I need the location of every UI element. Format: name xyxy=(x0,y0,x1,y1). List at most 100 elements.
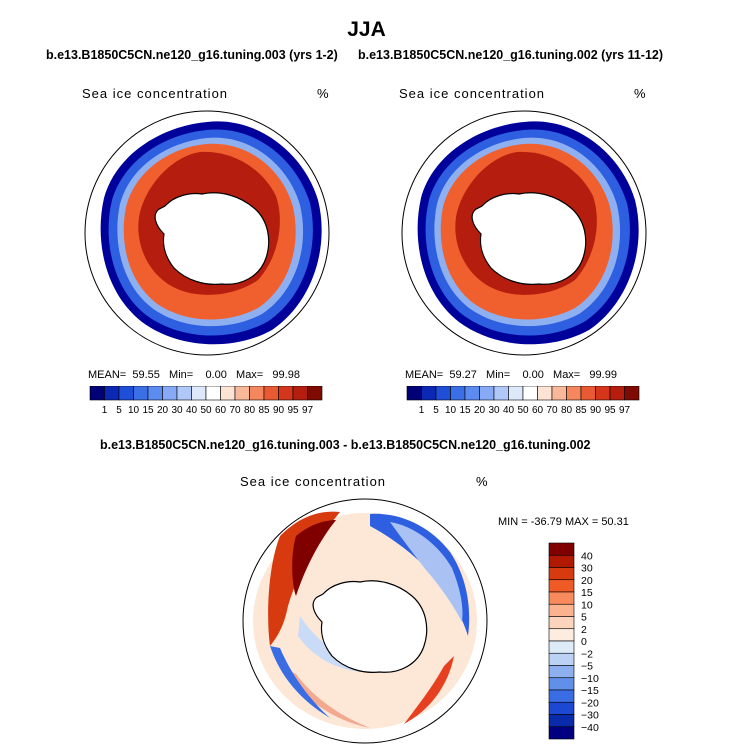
colorbar-tick-label: 10 xyxy=(128,405,140,416)
colorbar-box xyxy=(147,386,163,401)
panel-2-min-label: Min= xyxy=(486,369,511,381)
colorbar-box xyxy=(624,386,640,401)
colorbar-box xyxy=(548,689,575,703)
panel-1-max-label: Max= xyxy=(236,369,264,381)
colorbar-tick-label: 40 xyxy=(503,405,515,416)
colorbar-box xyxy=(220,386,236,401)
panel-2-stats: MEAN= 59.27 Min= 0.00 Max= 99.99 xyxy=(405,369,617,381)
colorbar-box xyxy=(104,386,120,401)
panel-1-units: % xyxy=(317,86,330,101)
panel-1-antarctica xyxy=(154,192,270,285)
colorbar-box xyxy=(566,386,582,401)
colorbar-tick-label: 60 xyxy=(215,405,227,416)
colorbar-box xyxy=(249,386,265,401)
panel-1-mean: 59.55 xyxy=(132,369,160,381)
colorbar-box xyxy=(548,640,575,654)
colorbar-box xyxy=(548,567,575,581)
colorbar-tick-label: 30 xyxy=(171,405,183,416)
colorbar-box xyxy=(548,652,575,666)
colorbar-box xyxy=(522,386,538,401)
colorbar-tick-label: 85 xyxy=(575,405,587,416)
panel-2-mean-label: MEAN= xyxy=(405,369,444,381)
colorbar-box xyxy=(278,386,294,401)
colorbar-tick-label: 15 xyxy=(459,405,471,416)
diff-subtitle: b.e13.B1850C5CN.ne120_g16.tuning.003 - b… xyxy=(100,438,591,452)
diff-map xyxy=(242,498,488,744)
colorbar-box xyxy=(548,603,575,617)
colorbar-tick-label: 20 xyxy=(581,575,593,587)
colorbar-box xyxy=(548,616,575,630)
panel-2-map xyxy=(401,110,647,356)
colorbar-tick-label: 80 xyxy=(561,405,573,416)
colorbar-tick-label: 97 xyxy=(619,405,631,416)
colorbar-box xyxy=(548,542,575,556)
colorbar-tick-label: −15 xyxy=(581,685,599,697)
colorbar-box xyxy=(162,386,178,401)
panel-2-mean: 59.27 xyxy=(449,369,477,381)
colorbar-tick-label: 90 xyxy=(590,405,602,416)
colorbar-box xyxy=(580,386,596,401)
colorbar-tick-label: 90 xyxy=(273,405,285,416)
colorbar-tick-label: 5 xyxy=(581,612,587,624)
colorbar-box xyxy=(548,554,575,568)
colorbar-box xyxy=(548,726,575,740)
colorbar-box xyxy=(548,677,575,691)
colorbar-box xyxy=(89,386,105,401)
colorbar-tick-label: 2 xyxy=(581,624,587,636)
colorbar-box xyxy=(548,628,575,642)
colorbar-tick-label: 5 xyxy=(433,405,439,416)
colorbar-box xyxy=(118,386,134,401)
colorbar-box xyxy=(191,386,207,401)
colorbar-box xyxy=(133,386,149,401)
colorbar-box xyxy=(595,386,611,401)
colorbar-tick-label: 15 xyxy=(581,587,593,599)
colorbar-box xyxy=(234,386,250,401)
panel-2-min: 0.00 xyxy=(522,369,544,381)
colorbar-box xyxy=(551,386,567,401)
diff-range: MIN = -36.79 MAX = 50.31 xyxy=(498,516,629,528)
colorbar-tick-label: 10 xyxy=(445,405,457,416)
panel-1-mean-label: MEAN= xyxy=(88,369,127,381)
colorbar-tick-label: 70 xyxy=(546,405,558,416)
colorbar-box xyxy=(435,386,451,401)
colorbar-box xyxy=(548,714,575,728)
colorbar-box xyxy=(450,386,466,401)
colorbar-tick-label: −10 xyxy=(581,673,599,685)
colorbar-box xyxy=(548,701,575,715)
colorbar-box xyxy=(508,386,524,401)
colorbar-box xyxy=(307,386,323,401)
colorbar-tick-label: −30 xyxy=(581,710,599,722)
panel-2-label: Sea ice concentration xyxy=(399,86,546,101)
colorbar-tick-label: −5 xyxy=(581,661,593,673)
colorbar-tick-label: 50 xyxy=(517,405,529,416)
panel-1-colorbar: 1 5 10 15 20 30 40 50 60 70 80 85 90 95 97 xyxy=(89,386,323,416)
colorbar-tick-label: 85 xyxy=(258,405,270,416)
panel-2-colorbar: 1 5 10 15 20 30 40 50 60 70 80 85 90 95 97 xyxy=(406,386,640,416)
colorbar-tick-label: 5 xyxy=(116,405,122,416)
panel-1-min-label: Min= xyxy=(169,369,194,381)
colorbar-box xyxy=(406,386,422,401)
diff-units: % xyxy=(476,474,489,489)
diff-label: Sea ice concentration xyxy=(240,474,387,489)
panel-2-antarctica xyxy=(471,192,587,285)
colorbar-tick-label: 10 xyxy=(581,599,593,611)
colorbar-box xyxy=(263,386,279,401)
colorbar-box xyxy=(479,386,495,401)
panel-1-subtitle: b.e13.B1850C5CN.ne120_g16.tuning.003 (yr… xyxy=(46,48,338,62)
colorbar-tick-label: 0 xyxy=(581,636,587,648)
colorbar-tick-label: −20 xyxy=(581,697,599,709)
colorbar-tick-label: −2 xyxy=(581,648,593,660)
panel-1-min: 0.00 xyxy=(205,369,227,381)
colorbar-tick-label: −40 xyxy=(581,722,599,734)
colorbar-box xyxy=(548,591,575,605)
figure-title: JJA xyxy=(347,18,386,41)
colorbar-tick-label: 60 xyxy=(532,405,544,416)
colorbar-box xyxy=(537,386,553,401)
colorbar-tick-label: 15 xyxy=(142,405,154,416)
colorbar-tick-label: 1 xyxy=(419,405,425,416)
colorbar-tick-label: 20 xyxy=(157,405,169,416)
panel-2-subtitle: b.e13.B1850C5CN.ne120_g16.tuning.002 (yr… xyxy=(358,48,664,62)
colorbar-tick-label: 80 xyxy=(244,405,256,416)
panel-2-units: % xyxy=(634,86,647,101)
